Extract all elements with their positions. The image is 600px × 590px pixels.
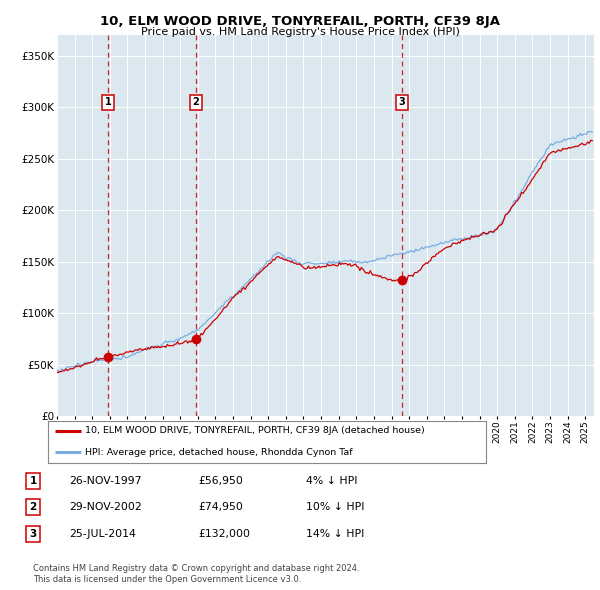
Text: 10, ELM WOOD DRIVE, TONYREFAIL, PORTH, CF39 8JA (detached house): 10, ELM WOOD DRIVE, TONYREFAIL, PORTH, C… — [85, 427, 425, 435]
Text: 26-NOV-1997: 26-NOV-1997 — [69, 476, 142, 486]
Text: 10, ELM WOOD DRIVE, TONYREFAIL, PORTH, CF39 8JA: 10, ELM WOOD DRIVE, TONYREFAIL, PORTH, C… — [100, 15, 500, 28]
Text: 4% ↓ HPI: 4% ↓ HPI — [306, 476, 358, 486]
Text: Contains HM Land Registry data © Crown copyright and database right 2024.: Contains HM Land Registry data © Crown c… — [33, 565, 359, 573]
Text: 1: 1 — [29, 476, 37, 486]
Text: 25-JUL-2014: 25-JUL-2014 — [69, 529, 136, 539]
Text: 2: 2 — [193, 97, 199, 107]
Text: 2: 2 — [29, 503, 37, 512]
Text: 3: 3 — [29, 529, 37, 539]
Text: This data is licensed under the Open Government Licence v3.0.: This data is licensed under the Open Gov… — [33, 575, 301, 584]
Text: £132,000: £132,000 — [198, 529, 250, 539]
Text: HPI: Average price, detached house, Rhondda Cynon Taf: HPI: Average price, detached house, Rhon… — [85, 448, 353, 457]
Text: £56,950: £56,950 — [198, 476, 243, 486]
Text: 29-NOV-2002: 29-NOV-2002 — [69, 503, 142, 512]
Text: 3: 3 — [398, 97, 405, 107]
Text: 1: 1 — [104, 97, 112, 107]
Text: 14% ↓ HPI: 14% ↓ HPI — [306, 529, 364, 539]
Text: £74,950: £74,950 — [198, 503, 243, 512]
Text: 10% ↓ HPI: 10% ↓ HPI — [306, 503, 365, 512]
Text: Price paid vs. HM Land Registry's House Price Index (HPI): Price paid vs. HM Land Registry's House … — [140, 27, 460, 37]
